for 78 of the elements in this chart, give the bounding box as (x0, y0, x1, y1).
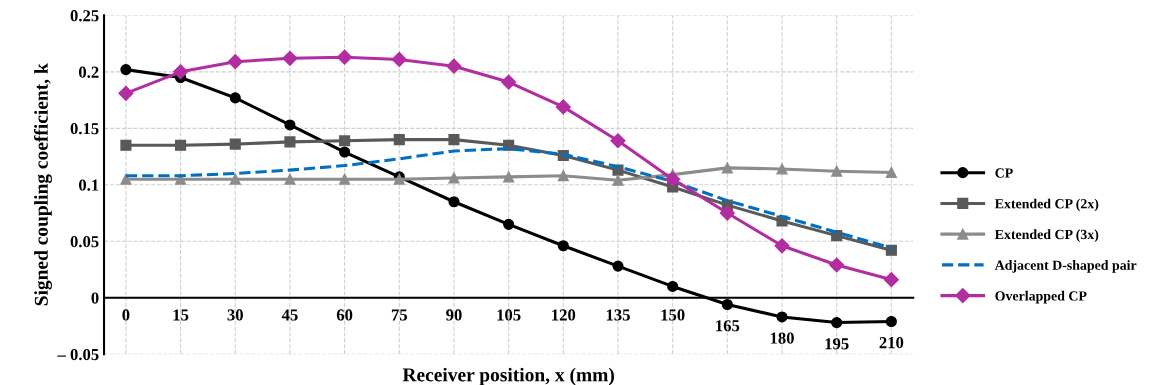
y-tick-label: 0 (91, 292, 99, 304)
point (284, 119, 296, 131)
point (721, 298, 733, 311)
x-tick-label: 15 (173, 309, 189, 321)
point (337, 49, 353, 65)
point (501, 74, 517, 90)
point (555, 99, 571, 115)
point (665, 171, 681, 187)
point (885, 244, 897, 256)
point (229, 173, 241, 185)
point (503, 218, 515, 230)
point (831, 165, 843, 177)
point (339, 146, 351, 158)
point (391, 51, 407, 68)
point (120, 64, 132, 76)
point (282, 50, 298, 66)
x-axis-title: Receiver position, x (mm) (402, 367, 614, 385)
x-tick-label: 150 (661, 309, 685, 321)
point (448, 196, 460, 208)
point (393, 134, 405, 146)
x-tick-label: 135 (606, 309, 630, 321)
point (776, 163, 788, 175)
point (667, 280, 679, 292)
point (776, 311, 788, 323)
x-tick-label: 180 (770, 332, 794, 344)
x-tick-label: 165 (716, 320, 740, 332)
point (120, 139, 132, 151)
point (118, 85, 134, 101)
point (446, 58, 462, 74)
legend-label: Adjacent D-shaped pair (994, 260, 1137, 273)
point (284, 173, 296, 185)
x-tick-label: 90 (446, 309, 462, 321)
y-tick-label: 0.05 (70, 235, 99, 248)
x-tick-label: 210 (879, 337, 904, 349)
point (339, 135, 351, 147)
x-tick-label: 75 (391, 309, 408, 321)
point (448, 134, 460, 146)
point (173, 64, 189, 80)
legend-label: Extended CP (2x) (994, 198, 1099, 212)
point (229, 92, 241, 104)
point (774, 238, 790, 254)
y-tick-label: 0.2 (78, 66, 99, 78)
x-tick-label: 105 (497, 309, 521, 321)
point (883, 272, 899, 288)
point (719, 205, 735, 221)
point (612, 260, 624, 272)
point (885, 315, 897, 328)
y-tick-label: 0.1 (78, 179, 99, 191)
point (557, 240, 569, 252)
point (503, 171, 515, 183)
y-tick-label: 0.25 (70, 10, 99, 22)
point (227, 54, 243, 70)
point (721, 162, 733, 174)
x-tick-label: 60 (336, 309, 353, 321)
point (175, 139, 187, 151)
x-tick-label: 45 (281, 309, 298, 321)
x-tick-label: 120 (552, 309, 576, 321)
y-tick-label: – 0.05 (57, 348, 99, 361)
legend-label: Extended CP (3x) (994, 229, 1099, 242)
point (831, 317, 843, 329)
point (557, 170, 569, 182)
x-tick-label: 195 (825, 338, 849, 350)
point (829, 257, 845, 273)
point (229, 138, 241, 150)
x-tick-label: 0 (122, 309, 130, 321)
legend-label: Overlapped CP (995, 290, 1087, 304)
point (284, 136, 296, 148)
point (339, 173, 351, 185)
point (885, 166, 897, 178)
y-axis-title: Signed coupling coefficient, k (33, 63, 52, 306)
legend-label: CP (995, 168, 1013, 178)
point (120, 173, 132, 185)
point (175, 173, 187, 185)
x-tick-label: 30 (227, 309, 243, 321)
y-tick-label: 0.15 (70, 123, 99, 135)
point (610, 133, 626, 149)
point (612, 174, 624, 186)
point (448, 172, 460, 184)
